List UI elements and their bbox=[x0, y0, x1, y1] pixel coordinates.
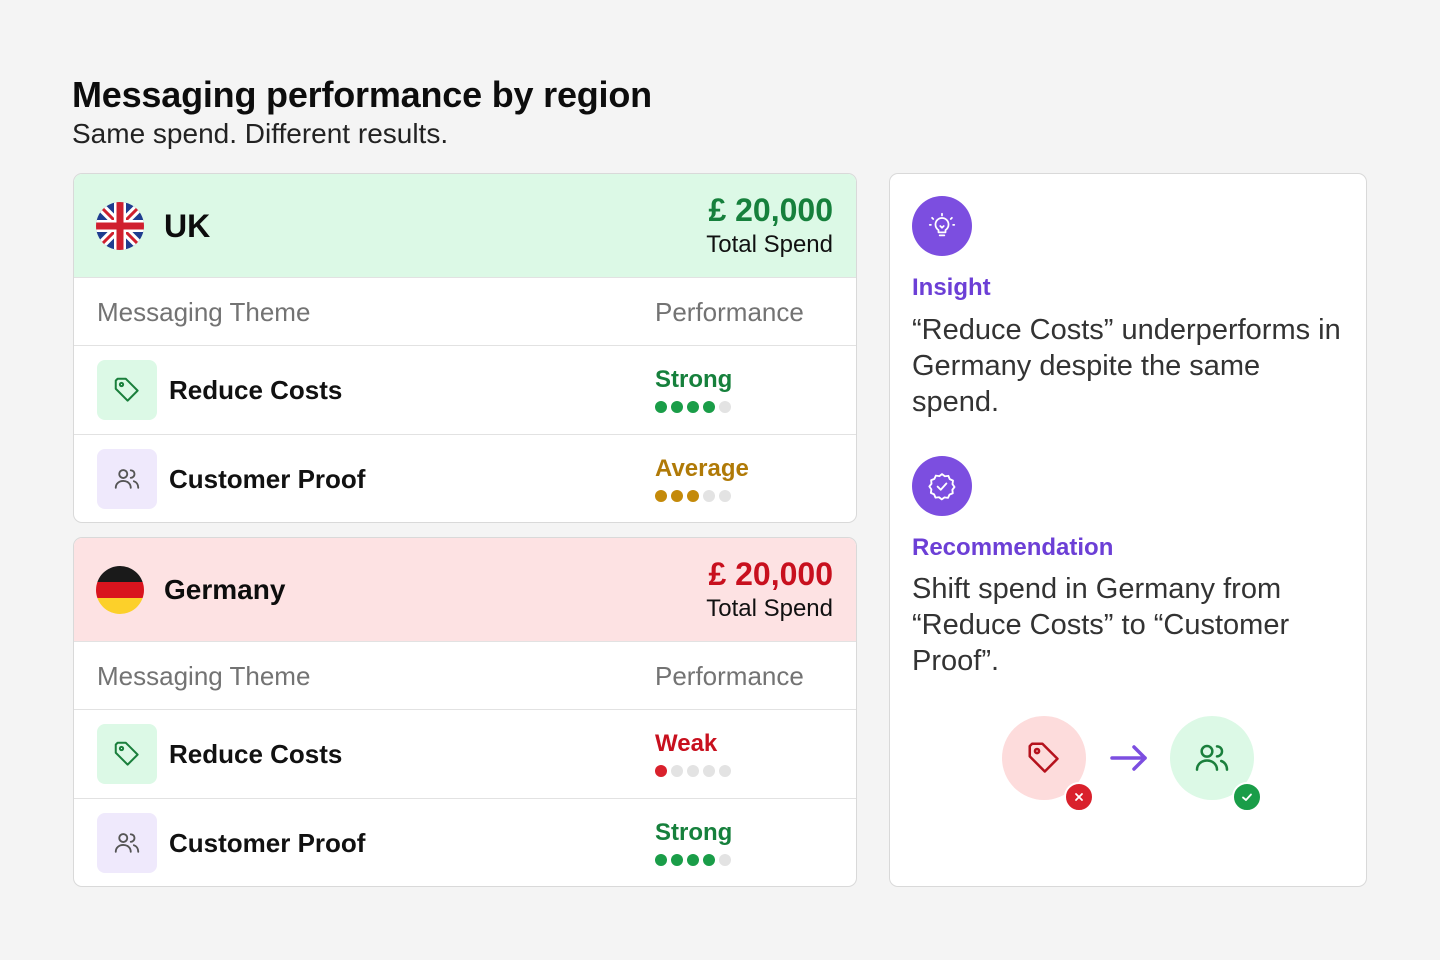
theme-label: Reduce Costs bbox=[169, 739, 343, 769]
rating-dot-filled bbox=[687, 854, 699, 866]
table-header: Messaging Theme Performance bbox=[74, 278, 856, 346]
column-header-performance: Performance bbox=[655, 296, 804, 327]
users-icon bbox=[1195, 744, 1229, 771]
reduce-costs-circle bbox=[1002, 716, 1094, 812]
rating-dot-filled bbox=[703, 854, 715, 866]
rating-dot-filled bbox=[671, 490, 683, 502]
region-name: UK bbox=[164, 207, 211, 244]
rating-dots bbox=[655, 854, 731, 866]
table-row: Customer Proof Strong bbox=[74, 799, 856, 886]
region-card-germany: Germany £ 20,000 Total Spend Messaging T… bbox=[73, 537, 857, 887]
recommendation-text: Shift spend in Germany from “Reduce Cost… bbox=[912, 573, 1290, 677]
rating-dot-empty bbox=[687, 765, 699, 777]
insight-label: Insight bbox=[912, 274, 991, 301]
rating-dot-filled bbox=[687, 490, 699, 502]
rating-dot-empty bbox=[671, 765, 683, 777]
table-row: Customer Proof Average bbox=[74, 435, 856, 522]
rating-dot-filled bbox=[671, 401, 683, 413]
tag-icon bbox=[97, 360, 157, 420]
rating-dot-filled bbox=[687, 401, 699, 413]
customer-proof-circle bbox=[1170, 716, 1262, 812]
rating-dot-empty bbox=[703, 490, 715, 502]
theme-label: Customer Proof bbox=[169, 464, 366, 494]
theme-label: Customer Proof bbox=[169, 828, 366, 858]
page-title: Messaging performance by region bbox=[72, 74, 652, 115]
column-header-theme: Messaging Theme bbox=[97, 660, 311, 691]
uk-flag-icon bbox=[96, 202, 144, 250]
performance-label: Average bbox=[655, 455, 749, 482]
rating-dot-filled bbox=[655, 765, 667, 777]
check-icon bbox=[1232, 782, 1262, 812]
region-card-uk: UK £ 20,000 Total Spend Messaging Theme … bbox=[73, 173, 857, 523]
rating-dots bbox=[655, 765, 731, 777]
tag-icon bbox=[1028, 742, 1059, 773]
region-header: UK £ 20,000 Total Spend bbox=[74, 174, 856, 278]
performance-label: Weak bbox=[655, 730, 718, 757]
rating-dot-empty bbox=[719, 490, 731, 502]
rating-dot-empty bbox=[719, 765, 731, 777]
rating-dot-filled bbox=[655, 490, 667, 502]
users-icon bbox=[97, 813, 157, 873]
rating-dot-filled bbox=[703, 401, 715, 413]
rating-dot-empty bbox=[703, 765, 715, 777]
tag-icon bbox=[97, 724, 157, 784]
theme-label: Reduce Costs bbox=[169, 375, 343, 405]
rating-dots bbox=[655, 490, 731, 502]
rating-dot-filled bbox=[655, 401, 667, 413]
performance-label: Strong bbox=[655, 366, 733, 393]
table-header: Messaging Theme Performance bbox=[74, 642, 856, 710]
table-row: Reduce Costs Strong bbox=[74, 346, 856, 435]
rating-dot-empty bbox=[719, 401, 731, 413]
total-spend-amount: £ 20,000 bbox=[708, 192, 833, 228]
rating-dots bbox=[655, 401, 731, 413]
verified-badge-icon bbox=[912, 456, 972, 516]
users-icon bbox=[97, 449, 157, 509]
shift-visual bbox=[890, 714, 1368, 812]
performance-label: Strong bbox=[655, 819, 733, 846]
insight-text: “Reduce Costs” underperforms in Germany … bbox=[912, 314, 1341, 418]
rating-dot-empty bbox=[719, 854, 731, 866]
rating-dot-filled bbox=[671, 854, 683, 866]
total-spend-label: Total Spend bbox=[706, 231, 833, 258]
table-row: Reduce Costs Weak bbox=[74, 710, 856, 799]
total-spend-amount: £ 20,000 bbox=[708, 556, 833, 592]
arrow-right-icon bbox=[1110, 745, 1147, 771]
region-header: Germany £ 20,000 Total Spend bbox=[74, 538, 856, 642]
total-spend-label: Total Spend bbox=[706, 595, 833, 622]
column-header-theme: Messaging Theme bbox=[97, 296, 311, 327]
region-name: Germany bbox=[164, 574, 286, 605]
rating-dot-filled bbox=[655, 854, 667, 866]
page-subtitle: Same spend. Different results. bbox=[72, 118, 449, 149]
column-header-performance: Performance bbox=[655, 660, 804, 691]
x-icon bbox=[1064, 782, 1094, 812]
germany-flag-icon bbox=[96, 566, 144, 614]
insight-panel: Insight “Reduce Costs” underperforms in … bbox=[889, 173, 1367, 887]
lightbulb-icon bbox=[912, 196, 972, 256]
recommendation-label: Recommendation bbox=[912, 534, 1114, 561]
